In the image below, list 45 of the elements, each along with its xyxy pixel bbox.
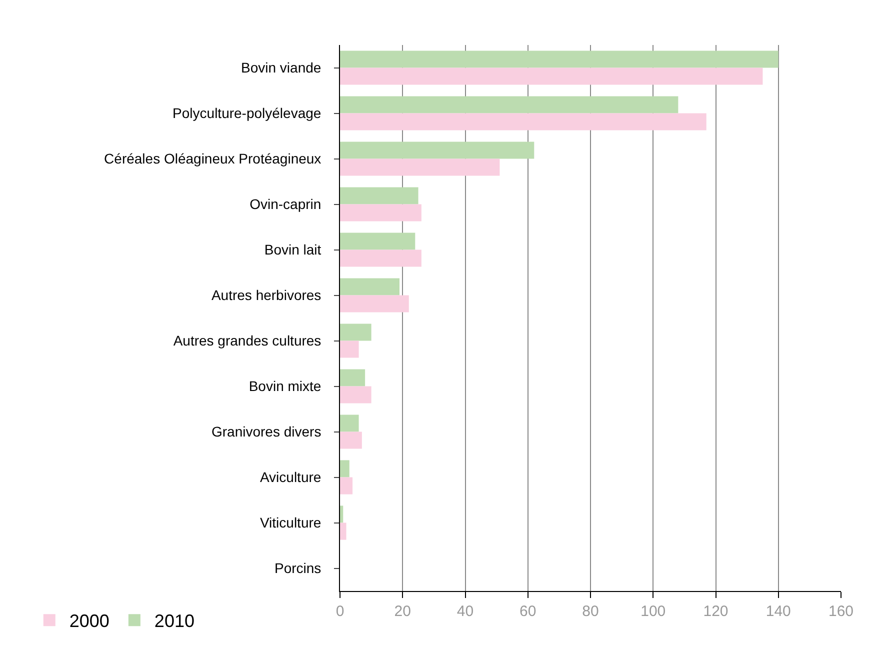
bar bbox=[340, 414, 359, 432]
bar bbox=[340, 522, 346, 540]
bar bbox=[340, 506, 344, 523]
bar bbox=[340, 250, 422, 267]
bar bbox=[340, 113, 706, 130]
y-tick-label: Autres herbivores bbox=[211, 287, 322, 304]
bar bbox=[340, 50, 778, 68]
bar bbox=[340, 187, 418, 204]
y-tick-label: Granivores divers bbox=[211, 424, 322, 440]
bar bbox=[340, 204, 422, 222]
bar bbox=[340, 142, 534, 159]
bar bbox=[340, 68, 763, 85]
bar bbox=[340, 278, 400, 296]
x-tick-label: 20 bbox=[394, 603, 411, 620]
x-tick-label: 100 bbox=[640, 603, 666, 620]
y-tick-label: Ovin-caprin bbox=[250, 196, 322, 212]
bar bbox=[340, 158, 500, 176]
bar bbox=[340, 432, 362, 449]
legend-label: 2000 bbox=[69, 611, 110, 632]
y-tick-label: Porcins bbox=[274, 560, 322, 576]
bar bbox=[340, 295, 409, 312]
y-tick-label: Aviculture bbox=[260, 469, 322, 486]
bar bbox=[340, 340, 359, 358]
legend-label: 2010 bbox=[154, 611, 194, 632]
y-tick-label: Viticulture bbox=[260, 514, 322, 531]
bar bbox=[340, 369, 366, 386]
bar bbox=[340, 477, 353, 494]
x-tick-label: 40 bbox=[456, 603, 474, 620]
bar bbox=[340, 96, 678, 114]
y-tick-label: Bovin viande bbox=[241, 60, 322, 76]
x-tick-label: 120 bbox=[703, 603, 728, 620]
y-tick-label: Céréales Oléagineux Protéagineux bbox=[104, 150, 322, 167]
bar bbox=[340, 324, 372, 341]
y-tick-label: Bovin lait bbox=[264, 242, 322, 258]
y-tick-label: Bovin mixte bbox=[248, 378, 322, 394]
bar bbox=[340, 386, 372, 404]
bar bbox=[340, 460, 350, 478]
x-tick-label: 80 bbox=[582, 603, 599, 620]
x-tick-label: 0 bbox=[336, 603, 344, 620]
x-tick-label: 60 bbox=[520, 603, 536, 620]
bar bbox=[340, 232, 416, 250]
y-tick-label: Polyculture-polyélevage bbox=[172, 105, 322, 122]
x-tick-label: 140 bbox=[766, 603, 791, 620]
y-tick-label: Autres grandes cultures bbox=[173, 332, 322, 349]
x-tick-label: 160 bbox=[828, 603, 854, 620]
